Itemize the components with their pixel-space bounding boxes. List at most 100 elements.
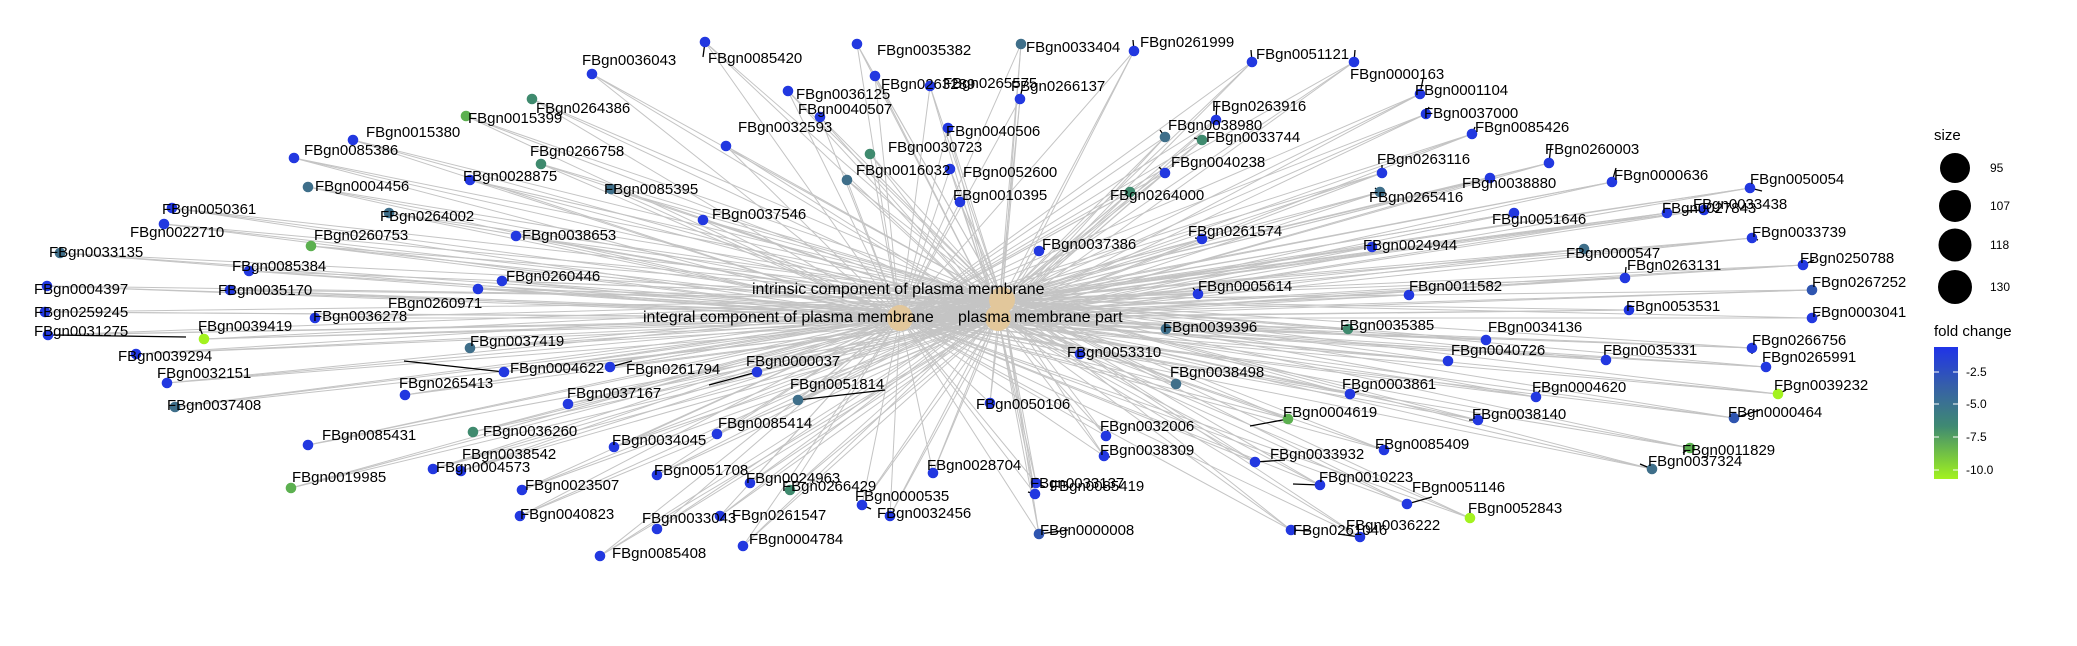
gene-node [1074, 348, 1086, 360]
gene-node [1420, 108, 1432, 120]
gene-node [305, 240, 317, 252]
gene-node [562, 398, 574, 410]
term-label-layer: intrinsic component of plasma membrane in… [643, 281, 1123, 326]
size-legend-circle [1938, 270, 1972, 304]
gene-node [427, 463, 439, 475]
gene-node [1210, 114, 1222, 126]
edge [519, 317, 901, 517]
gene-node [1354, 531, 1366, 543]
gene-node [651, 469, 663, 481]
edge [1001, 299, 1385, 451]
gene-node [1760, 361, 1772, 373]
gene-node [984, 397, 996, 409]
gene-node [1484, 172, 1496, 184]
gene-label: FBgn0261999 [1140, 34, 1234, 51]
edge [203, 299, 1003, 340]
edge [44, 311, 999, 319]
gene-label: FBgn0085431 [322, 427, 416, 444]
gene-label: FBgn0035382 [877, 42, 971, 59]
edge [171, 207, 999, 319]
edge [460, 317, 999, 472]
gene-label: FBgn0039294 [118, 348, 212, 365]
edge [352, 139, 999, 319]
edge [899, 317, 1107, 437]
edge [656, 299, 1003, 530]
edge [1001, 61, 1253, 301]
gene-node [1014, 93, 1026, 105]
gene-node [198, 333, 210, 345]
gene-node [169, 401, 181, 413]
edge [613, 299, 1003, 448]
gene-node [516, 484, 528, 496]
gene-label: FBgn0085395 [604, 181, 698, 198]
edge [959, 201, 1003, 301]
gene-label: FBgn0085426 [1475, 119, 1569, 136]
gene-node [288, 152, 300, 164]
gene-node [1646, 463, 1658, 475]
gene-label: FBgn0250788 [1800, 250, 1894, 267]
gene-label: FBgn0259245 [34, 304, 128, 321]
gene-node [460, 110, 472, 122]
gene-label: FBgn0040823 [520, 506, 614, 523]
edge [599, 299, 1003, 557]
gene-node [1480, 334, 1492, 346]
gene-node [1684, 442, 1696, 454]
edge [929, 85, 1003, 301]
gene-label: FBgn0000464 [1728, 404, 1822, 421]
edge [171, 207, 901, 319]
edge [163, 223, 1003, 301]
gene-node [1348, 56, 1360, 68]
gene-node-layer [39, 36, 1818, 562]
gene-node [309, 312, 321, 324]
gene-node [1606, 176, 1618, 188]
edge [861, 317, 999, 506]
edge [719, 317, 999, 517]
gene-label: FBgn0085386 [304, 142, 398, 159]
gene-label: FBgn0264000 [1110, 187, 1204, 204]
gene-label: FBgn0050361 [162, 201, 256, 218]
gene-label: FBgn0052600 [963, 164, 1057, 181]
edge [469, 317, 901, 349]
gene-label: FBgn0036260 [483, 423, 577, 440]
gene-label: FBgn0003041 [1812, 304, 1906, 321]
gene-label: FBgn0037167 [567, 385, 661, 402]
edge [469, 179, 1003, 301]
gene-label: FBgn0033135 [49, 244, 143, 261]
gene-label: FBgn0033438 [1693, 196, 1787, 213]
gene-node [884, 510, 896, 522]
gene-label: FBgn0051708 [654, 462, 748, 479]
edge [1001, 299, 1653, 470]
edge [997, 317, 1037, 484]
gene-label: FBgn0030723 [888, 139, 982, 156]
gene-label: FBgn0050054 [1750, 171, 1844, 188]
gene-label: FBgn0034045 [612, 432, 706, 449]
gene-label: FBgn0038498 [1170, 364, 1264, 381]
edge [1001, 191, 1381, 301]
gene-label: FBgn0051646 [1492, 211, 1586, 228]
gene-node [514, 510, 526, 522]
gene-label: FBgn0004456 [315, 178, 409, 195]
edge [1001, 299, 1471, 519]
edge [591, 73, 901, 319]
gene-label: FBgn0031275 [34, 323, 128, 340]
edge [1001, 248, 1585, 301]
gene-node [856, 499, 868, 511]
edge [869, 153, 999, 319]
gene-node [1698, 204, 1710, 216]
gene-node [744, 477, 756, 489]
edge [1001, 299, 1105, 457]
term-node-layer [887, 287, 1015, 331]
edge [932, 317, 999, 474]
edge [899, 317, 1361, 538]
edge [1001, 299, 1351, 395]
gene-node [851, 38, 863, 50]
gene-label: FBgn0035385 [1340, 317, 1434, 334]
gene-node [1246, 56, 1258, 68]
edge [899, 317, 1479, 421]
edge [1001, 61, 1355, 301]
gene-label: FBgn0037408 [167, 397, 261, 414]
gene-node [1282, 413, 1294, 425]
edge [997, 113, 1427, 319]
gene-label: FBgn0266429 [782, 478, 876, 495]
gene-node [1285, 524, 1297, 536]
